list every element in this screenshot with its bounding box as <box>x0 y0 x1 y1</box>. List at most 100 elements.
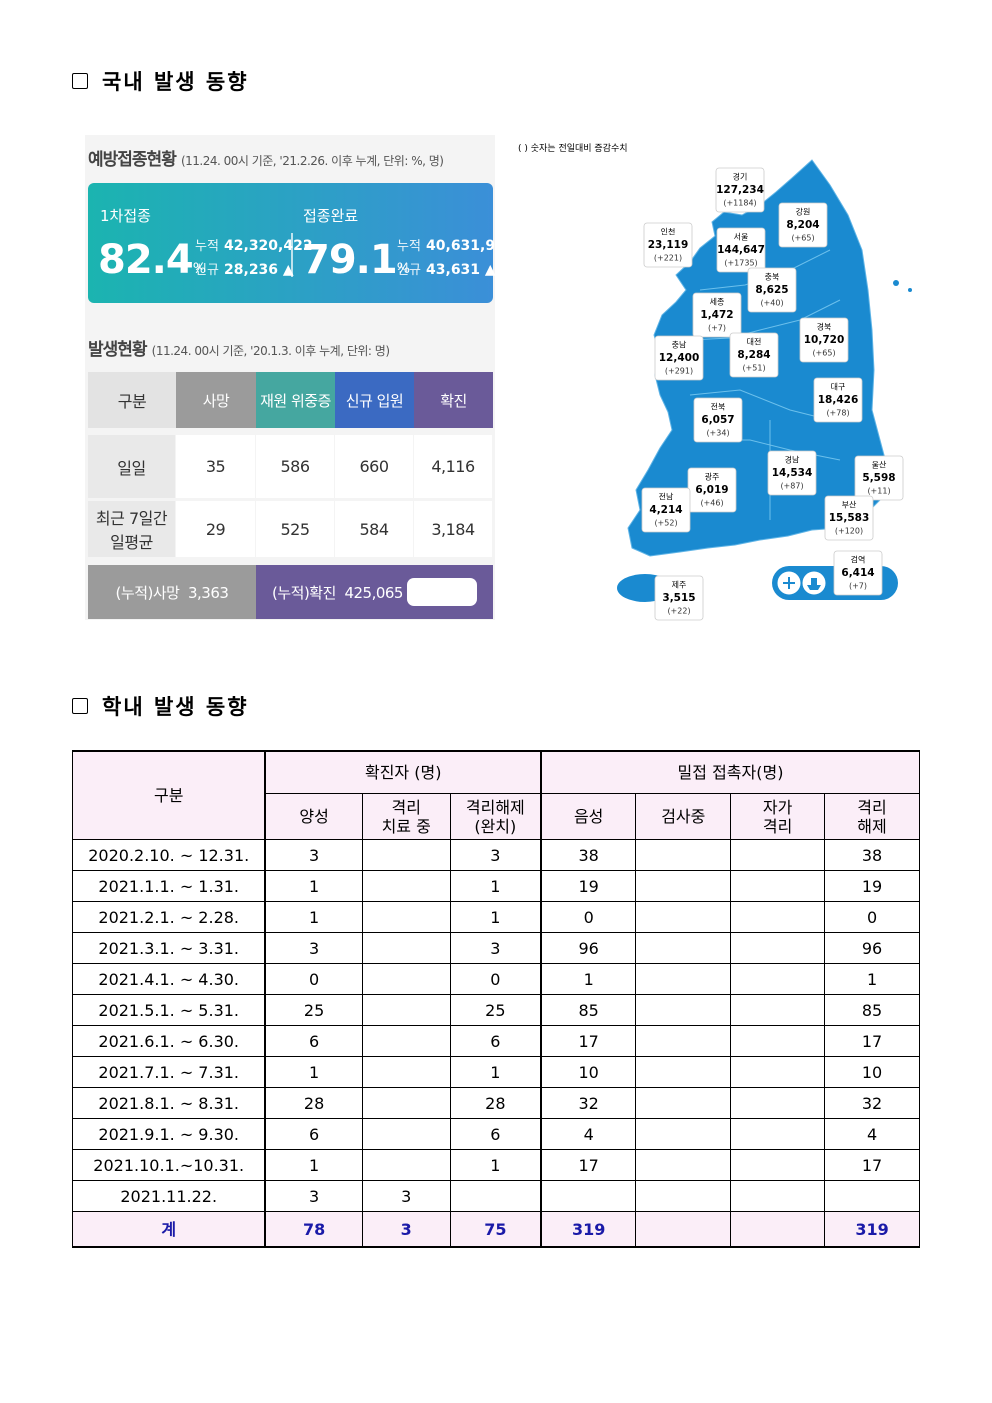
region-total: 15,583 <box>829 512 870 524</box>
occurrence-title-row: 발생현황 (11.24. 00시 기준, '20.1.3. 이후 누계, 단위:… <box>88 335 390 360</box>
region-label-box <box>693 397 743 443</box>
full-dose-label: 접종완료 <box>303 207 359 225</box>
table-cell <box>730 1087 826 1119</box>
islet <box>908 288 912 292</box>
region-change: (+87) <box>780 482 803 491</box>
column-header: 격리 해제 <box>824 793 920 840</box>
group-header: 밀접 접촉자(명) <box>540 750 920 794</box>
header-cell: 구분 <box>88 372 176 428</box>
table-cell: 4 <box>824 1118 920 1150</box>
full-dose-unit: % <box>396 261 411 277</box>
table-cell: 319 <box>540 1211 637 1248</box>
table-cell: 19 <box>540 870 637 902</box>
table-cell <box>635 870 732 902</box>
region-name: 제주 <box>672 581 687 590</box>
table-cell <box>635 1025 732 1057</box>
table-cell <box>730 1180 826 1212</box>
table-cell <box>361 901 451 933</box>
table-cell: 3 <box>361 1211 451 1248</box>
airplane-glyph <box>783 577 795 589</box>
table-cell: 32 <box>540 1087 637 1119</box>
table-cell <box>361 1149 451 1181</box>
table-cell <box>730 901 826 933</box>
table-cell <box>635 901 732 933</box>
region-change: (+65) <box>812 349 835 358</box>
table-cell: 85 <box>540 994 637 1026</box>
header-cell: 신규 입원 <box>335 372 414 428</box>
table-cell: 1 <box>264 1149 363 1181</box>
region-name: 충남 <box>672 341 687 350</box>
full-new-label: 신규 <box>397 263 421 278</box>
table-cell: 75 <box>449 1211 542 1248</box>
region-change: (+1184) <box>723 199 756 208</box>
first-cum-label: 누적 <box>195 239 219 254</box>
region-total: 127,234 <box>716 184 764 196</box>
region-name: 전남 <box>659 492 674 502</box>
region-name: 충북 <box>765 273 780 282</box>
table-cell: 6 <box>449 1118 542 1150</box>
table-cell <box>730 994 826 1026</box>
period-cell: 2021.10.1.~10.31. <box>72 1149 267 1181</box>
table-cell: 25 <box>264 994 363 1026</box>
table-cell <box>635 932 732 964</box>
table-cell <box>361 1087 451 1119</box>
region-name: 서울 <box>734 233 749 242</box>
region-name: 인천 <box>661 227 676 237</box>
table-cell: 1 <box>824 963 920 995</box>
header-cell: 사망 <box>176 372 256 428</box>
data-row: 2021.1.1. ~ 1.31. 1 1 19 19 <box>72 870 920 902</box>
table-cell <box>635 1180 732 1212</box>
region-label-box <box>716 227 766 273</box>
region-total: 18,426 <box>818 394 859 406</box>
region-label-box <box>778 202 828 248</box>
region-label-box <box>715 167 765 213</box>
region-label-box <box>854 455 904 501</box>
region-label-box <box>767 450 817 496</box>
table-cell: 10 <box>824 1056 920 1088</box>
region-name: 대구 <box>831 383 846 392</box>
column-header: 격리해제 (완치) <box>449 793 542 840</box>
table-cell <box>361 1056 451 1088</box>
region-change: (+52) <box>654 519 677 528</box>
region-name: 경기 <box>733 172 748 182</box>
table-cell: 4 <box>540 1118 637 1150</box>
table-cell <box>361 839 451 871</box>
region-name: 경북 <box>817 322 832 332</box>
period-cell: 2021.5.1. ~ 5.31. <box>72 994 267 1026</box>
data-cell: 525 <box>256 501 334 557</box>
heading-text: 국내 발생 동향 <box>102 70 249 94</box>
table-cell <box>730 1025 826 1057</box>
table-cell <box>361 1025 451 1057</box>
row-header: 구분 <box>72 750 267 840</box>
table-cell: 1 <box>264 901 363 933</box>
header-row: 구분 확진자 (명) 밀접 접촉자(명) <box>72 750 920 840</box>
region-name: 광주 <box>705 472 720 482</box>
region-change: (+34) <box>706 429 729 438</box>
table-cell <box>730 1211 826 1248</box>
data-cell: 35 <box>176 435 255 498</box>
data-cell: 4,116 <box>414 435 492 498</box>
region-label-box <box>641 487 691 533</box>
region-map: ( ) 숫자는 전일대비 증감수치 경기 127,234 (+1184) 강원 8,20… <box>518 142 912 621</box>
region-change: (+40) <box>760 299 783 308</box>
section-heading: 학내 발생 동향 <box>72 691 249 721</box>
table-cell: 25 <box>449 994 542 1026</box>
header-cell: 재원 위중증 <box>256 372 335 428</box>
table-cell <box>730 1056 826 1088</box>
column-header: 검사중 <box>635 793 732 840</box>
region-change: (+291) <box>665 367 693 376</box>
region-name: 경남 <box>785 455 800 465</box>
table-cell: 3 <box>449 932 542 964</box>
table-cell: 3 <box>264 1180 363 1212</box>
table-cell: 38 <box>824 839 920 871</box>
region-label-box <box>729 332 779 378</box>
row-label-cell: 일일 <box>88 435 175 498</box>
data-cell: 29 <box>176 501 255 557</box>
heading-text: 학내 발생 동향 <box>102 695 249 719</box>
table-cell: 17 <box>540 1025 637 1057</box>
table-cell: 17 <box>824 1149 920 1181</box>
map-note: ( ) 숫자는 전일대비 증감수치 <box>518 142 628 154</box>
full-new-row: 신규 43,631 ▲ <box>397 259 496 278</box>
table-cell <box>730 839 826 871</box>
region-total: 3,515 <box>662 592 695 604</box>
